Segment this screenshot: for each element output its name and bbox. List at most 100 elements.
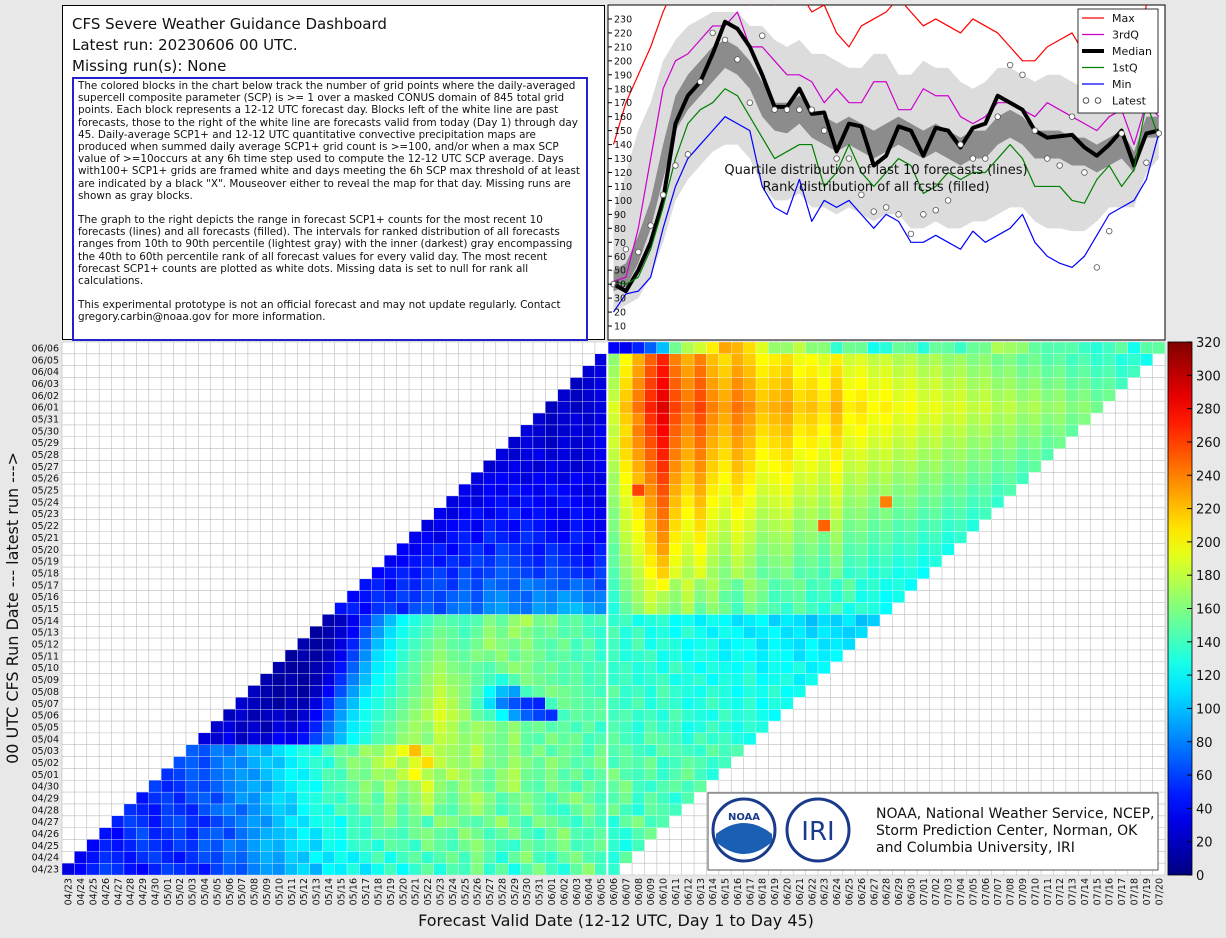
heatmap-cell bbox=[458, 483, 472, 497]
heatmap-cell bbox=[359, 815, 372, 828]
heatmap-cell bbox=[148, 791, 162, 805]
heatmap-cell bbox=[495, 709, 509, 722]
heatmap-cell bbox=[916, 531, 930, 544]
heatmap-cell bbox=[619, 815, 633, 828]
heatmap-cell bbox=[446, 566, 459, 580]
heatmap-cell bbox=[916, 543, 930, 556]
heatmap-cell bbox=[334, 649, 348, 662]
x-tick-label: 06/24 bbox=[832, 878, 843, 905]
heatmap-cell bbox=[557, 448, 571, 461]
heatmap-cell bbox=[669, 519, 682, 532]
heatmap-cell bbox=[483, 519, 496, 532]
heatmap-cell bbox=[855, 578, 868, 591]
x-tick-label: 05/09 bbox=[262, 878, 273, 905]
heatmap-cell bbox=[718, 602, 732, 615]
heatmap-cell bbox=[520, 649, 534, 662]
heatmap-cell bbox=[408, 614, 422, 627]
heatmap-cell bbox=[644, 353, 658, 366]
heatmap-cell bbox=[693, 732, 707, 745]
heatmap-cell bbox=[693, 756, 707, 769]
heatmap-cell bbox=[793, 578, 806, 591]
x-tick-label: 05/03 bbox=[188, 878, 199, 905]
heatmap-cell bbox=[793, 448, 806, 461]
heatmap-cell bbox=[123, 803, 137, 816]
heatmap-cell bbox=[495, 673, 509, 686]
heatmap-cell bbox=[793, 472, 806, 485]
heatmap-cell bbox=[607, 389, 620, 402]
y-tick-label: 20 bbox=[614, 308, 626, 319]
heatmap-cell bbox=[458, 697, 472, 710]
heatmap-cell bbox=[681, 614, 695, 627]
heatmap-cell bbox=[557, 827, 571, 840]
x-tick-label: 04/28 bbox=[126, 878, 137, 905]
heatmap-cell bbox=[644, 626, 658, 639]
x-tick-label: 05/25 bbox=[460, 878, 471, 905]
heatmap-cell bbox=[396, 863, 410, 876]
y-tick-label: 05/16 bbox=[32, 592, 59, 603]
heatmap-cell bbox=[297, 649, 311, 662]
heatmap-cell bbox=[755, 555, 769, 568]
heatmap-cell bbox=[408, 673, 422, 686]
heatmap-cell bbox=[408, 602, 422, 615]
heatmap-cell bbox=[706, 720, 719, 734]
heatmap-cell bbox=[359, 637, 372, 651]
heatmap-cell bbox=[743, 637, 757, 651]
heatmap-cell bbox=[545, 673, 558, 686]
heatmap-cell bbox=[458, 661, 472, 674]
heatmap-cell bbox=[644, 460, 658, 473]
latest-dot bbox=[684, 151, 692, 158]
heatmap-cell bbox=[384, 863, 397, 876]
heatmap-cell bbox=[991, 448, 1005, 461]
heatmap-cell bbox=[594, 768, 608, 781]
heatmap-cell bbox=[483, 495, 496, 508]
heatmap-cell bbox=[743, 519, 757, 532]
heatmap-cell bbox=[954, 401, 967, 414]
heatmap-cell bbox=[408, 851, 422, 864]
heatmap-cell bbox=[260, 744, 273, 757]
heatmap-cell bbox=[793, 460, 806, 473]
heatmap-cell bbox=[867, 436, 881, 449]
heatmap-cell bbox=[446, 803, 459, 816]
latest-dot bbox=[882, 204, 890, 211]
heatmap-cell bbox=[1028, 341, 1042, 354]
heatmap-cell bbox=[631, 365, 645, 378]
heatmap-cell bbox=[941, 389, 955, 402]
heatmap-cell bbox=[569, 685, 583, 698]
heatmap-cell bbox=[793, 436, 806, 449]
heatmap-cell bbox=[966, 353, 980, 366]
heatmap-cell bbox=[495, 851, 509, 864]
heatmap-cell bbox=[892, 389, 905, 402]
heatmap-cell bbox=[656, 424, 670, 437]
heatmap-cell bbox=[607, 507, 620, 520]
heatmap-cell bbox=[582, 673, 596, 686]
heatmap-cell bbox=[198, 839, 211, 852]
heatmap-cell bbox=[495, 661, 509, 674]
y-tick-label: 06/03 bbox=[32, 379, 59, 390]
x-tick-label: 05/23 bbox=[435, 878, 446, 905]
heatmap-cell bbox=[198, 803, 211, 816]
heatmap-cell bbox=[532, 673, 546, 686]
x-tick-label: 05/08 bbox=[250, 878, 261, 905]
heatmap-cell bbox=[755, 353, 769, 366]
heatmap-cell bbox=[421, 673, 434, 686]
heatmap-cell bbox=[322, 780, 335, 793]
heatmap-cell bbox=[619, 614, 633, 627]
x-tick-label: 07/18 bbox=[1130, 878, 1141, 905]
heatmap-cell bbox=[508, 637, 521, 651]
heatmap-cell bbox=[718, 483, 732, 497]
heatmap-cell bbox=[334, 637, 348, 651]
heatmap-cell bbox=[297, 685, 311, 698]
heatmap-cell bbox=[743, 472, 757, 485]
heatmap-cell bbox=[408, 791, 422, 805]
dashboard-title: CFS Severe Weather Guidance Dashboard bbox=[72, 15, 387, 33]
heatmap-cell bbox=[520, 531, 534, 544]
heatmap-cell bbox=[185, 756, 199, 769]
heatmap-cell bbox=[483, 531, 496, 544]
heatmap-cell bbox=[569, 448, 583, 461]
heatmap-cell bbox=[557, 839, 571, 852]
heatmap-cell bbox=[706, 436, 719, 449]
heatmap-cell bbox=[594, 685, 608, 698]
heatmap-cell bbox=[284, 756, 298, 769]
heatmap-cell bbox=[1078, 353, 1091, 366]
x-tick-label: 06/15 bbox=[721, 878, 732, 905]
